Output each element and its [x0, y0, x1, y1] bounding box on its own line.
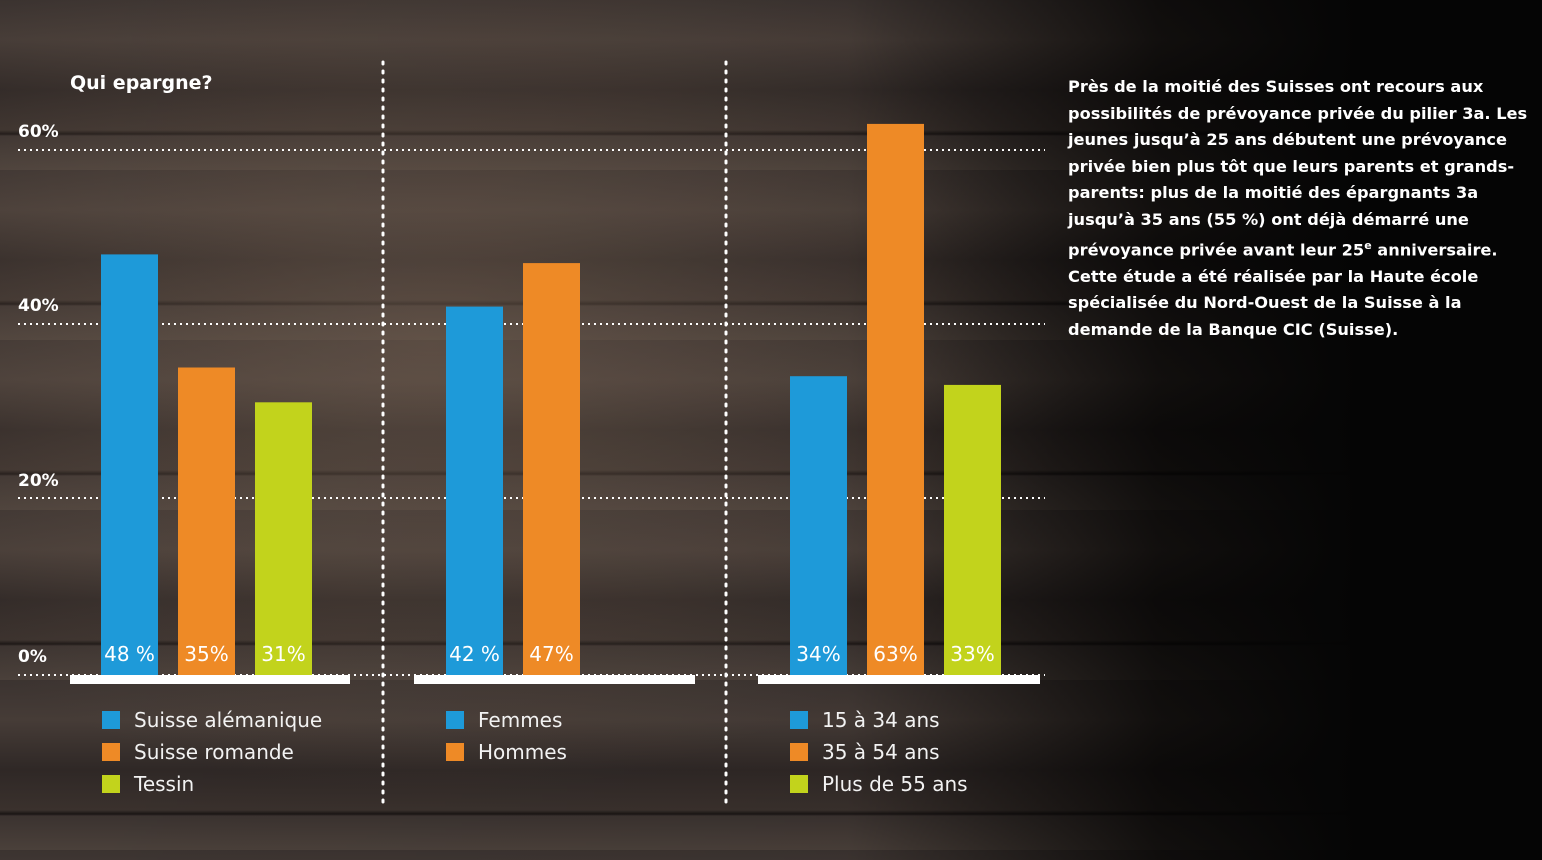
legend-label: Hommes — [478, 740, 567, 764]
legend-item: Femmes — [446, 704, 567, 736]
bar-value-label: 47% — [529, 642, 573, 666]
description-superscript: e — [1364, 239, 1372, 252]
bar — [523, 263, 580, 675]
legend-gender: Femmes Hommes — [446, 704, 567, 768]
legend-item: Tessin — [102, 768, 322, 800]
legend-label: Plus de 55 ans — [822, 772, 968, 796]
bar-value-label: 33% — [950, 642, 994, 666]
bar-value-label: 34% — [796, 642, 840, 666]
bar-value-label: 35% — [184, 642, 228, 666]
bar-value-label: 63% — [873, 642, 917, 666]
legend-swatch-blue — [790, 711, 808, 729]
description-text: Près de la moitié des Suisses ont recour… — [1068, 74, 1538, 343]
legend-label: Femmes — [478, 708, 563, 732]
chart-title: Qui epargne? — [70, 72, 213, 94]
bar-value-label: 48 % — [104, 642, 155, 666]
y-tick-label-60: 60% — [18, 122, 59, 142]
description-main: Près de la moitié des Suisses ont recour… — [1068, 77, 1528, 260]
y-tick-label-20: 20% — [18, 471, 59, 491]
legend-swatch-green — [790, 775, 808, 793]
bar-value-label: 42 % — [449, 642, 500, 666]
group-baseline — [758, 675, 1040, 684]
legend-label: 35 à 54 ans — [822, 740, 940, 764]
legend-item: 15 à 34 ans — [790, 704, 968, 736]
legend-swatch-green — [102, 775, 120, 793]
bar — [944, 384, 1001, 675]
legend-label: Tessin — [134, 772, 195, 796]
y-tick-label-0: 0% — [18, 647, 47, 667]
legend-item: Plus de 55 ans — [790, 768, 968, 800]
bar — [178, 367, 235, 675]
bar — [446, 306, 503, 675]
legend-label: 15 à 34 ans — [822, 708, 940, 732]
legend-age: 15 à 34 ans 35 à 54 ans Plus de 55 ans — [790, 704, 968, 800]
legend-swatch-blue — [446, 711, 464, 729]
legend-swatch-blue — [102, 711, 120, 729]
bar — [790, 376, 847, 675]
y-tick-label-40: 40% — [18, 296, 59, 316]
legend-swatch-orange — [790, 743, 808, 761]
bar — [101, 254, 158, 675]
legend-item: Hommes — [446, 736, 567, 768]
group-baseline — [70, 675, 350, 684]
bar — [867, 123, 924, 675]
legend-item: 35 à 54 ans — [790, 736, 968, 768]
legend-label: Suisse romande — [134, 740, 294, 764]
bar — [255, 402, 312, 675]
legend-swatch-orange — [102, 743, 120, 761]
legend-swatch-orange — [446, 743, 464, 761]
legend-region: Suisse alémanique Suisse romande Tessin — [102, 704, 322, 800]
description-end: anniversaire. Cette étude a été réalisée… — [1068, 240, 1498, 339]
group-baseline — [414, 675, 695, 684]
bar-value-label: 31% — [261, 642, 305, 666]
legend-item: Suisse alémanique — [102, 704, 322, 736]
legend-item: Suisse romande — [102, 736, 322, 768]
legend-label: Suisse alémanique — [134, 708, 323, 732]
